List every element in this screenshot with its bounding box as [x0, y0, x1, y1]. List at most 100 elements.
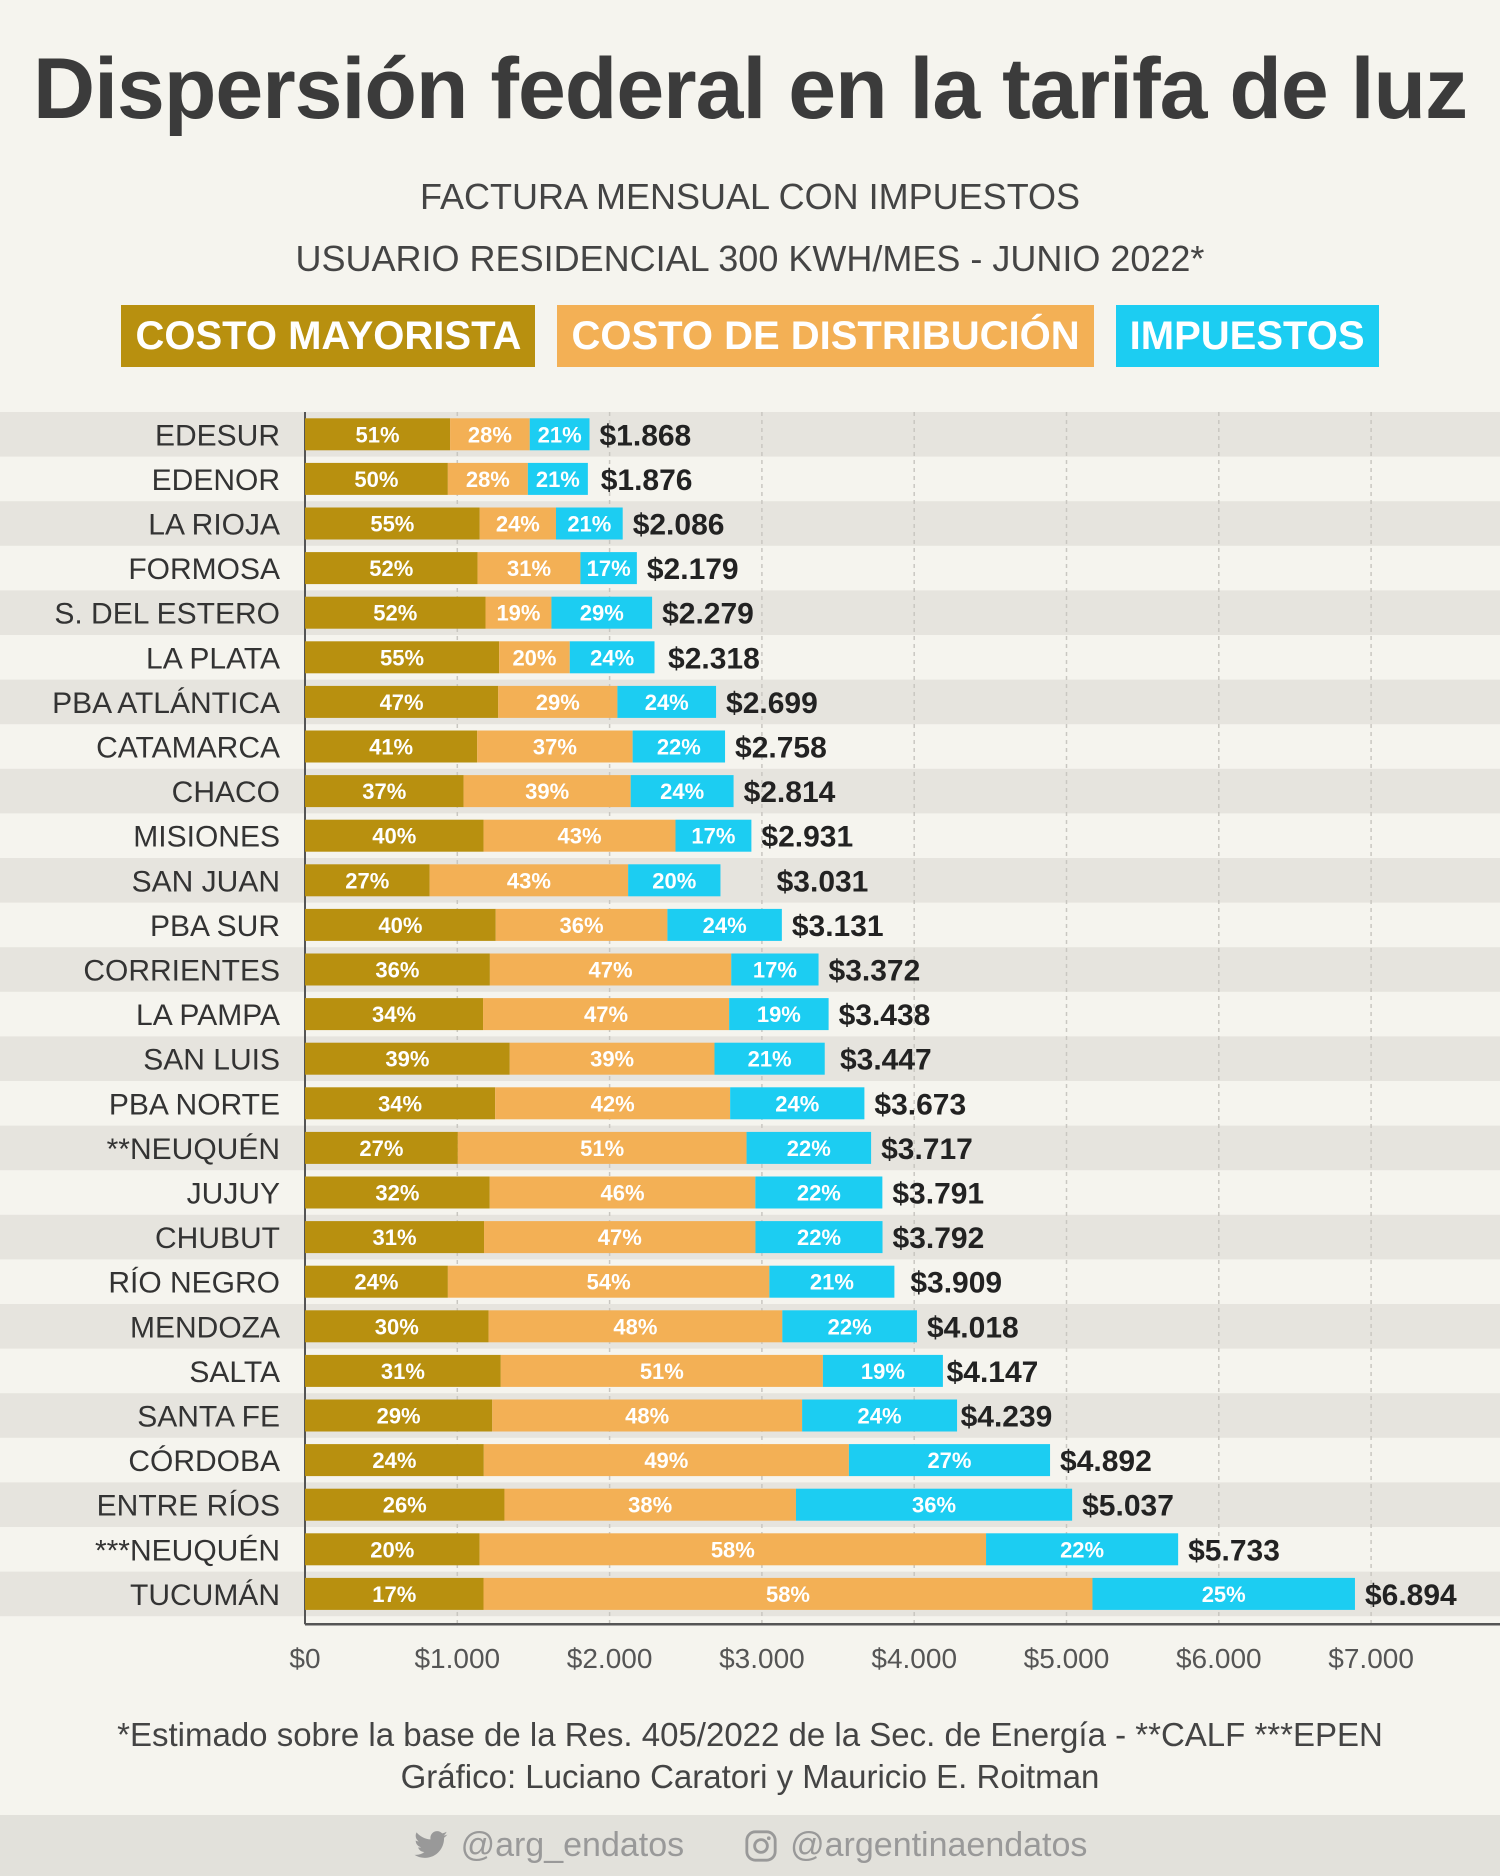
bar-segment — [450, 418, 530, 451]
segment-pct-label: 46% — [601, 1181, 645, 1206]
segment-pct-label: 24% — [590, 645, 634, 670]
segment-pct-label: 50% — [354, 467, 398, 492]
bar-segment — [447, 462, 528, 495]
segment-pct-label: 22% — [1060, 1537, 1104, 1562]
bar-segment — [617, 685, 717, 718]
segment-pct-label: 27% — [359, 1136, 403, 1161]
segment-pct-label: 24% — [775, 1091, 819, 1116]
bar-segment — [305, 953, 490, 986]
segment-pct-label: 19% — [861, 1359, 905, 1384]
total-label: $2.318 — [668, 642, 760, 675]
total-label: $1.876 — [601, 464, 693, 497]
category-label: JUJUY — [187, 1178, 280, 1211]
segment-pct-label: 25% — [1202, 1582, 1246, 1607]
bar-segment — [730, 1087, 865, 1120]
total-label: $4.147 — [947, 1356, 1039, 1389]
total-label: $4.239 — [961, 1401, 1053, 1434]
bar-segment — [729, 998, 829, 1031]
segment-pct-label: 31% — [381, 1359, 425, 1384]
bar-segment — [305, 775, 464, 808]
bar-segment — [795, 1488, 1073, 1521]
bar-segment — [479, 507, 556, 540]
segment-pct-label: 24% — [703, 913, 747, 938]
bar-segment — [305, 998, 484, 1031]
bar-segment — [632, 730, 726, 763]
bar-segment — [529, 418, 590, 451]
total-label: $3.717 — [881, 1133, 973, 1166]
total-label: $5.037 — [1082, 1490, 1174, 1523]
legend-item-impuestos: IMPUESTOS — [1115, 305, 1379, 367]
category-label: MISIONES — [133, 821, 280, 854]
x-tick-label: $3.000 — [719, 1643, 805, 1674]
segment-pct-label: 34% — [378, 1091, 422, 1116]
segment-pct-label: 22% — [797, 1225, 841, 1250]
total-label: $3.031 — [777, 865, 869, 898]
segment-pct-label: 24% — [858, 1404, 902, 1429]
total-label: $2.758 — [735, 732, 827, 765]
total-label: $2.179 — [647, 553, 739, 586]
segment-pct-label: 36% — [375, 958, 419, 983]
category-label: LA PAMPA — [136, 999, 280, 1032]
bar-segment — [848, 1444, 1051, 1477]
bar-segment — [305, 1354, 501, 1387]
bar-segment — [457, 1131, 747, 1164]
x-tick-label: $5.000 — [1024, 1643, 1110, 1674]
bar-segment — [477, 552, 581, 585]
segment-pct-label: 39% — [590, 1047, 634, 1072]
segment-pct-label: 51% — [356, 422, 400, 447]
bar-segment — [305, 1533, 480, 1566]
category-label: SANTA FE — [137, 1401, 280, 1434]
segment-pct-label: 43% — [507, 868, 551, 893]
bar-segment — [495, 908, 668, 941]
bar-segment — [305, 507, 480, 540]
total-label: $3.673 — [874, 1088, 966, 1121]
bar-segment — [305, 1488, 505, 1521]
segment-pct-label: 40% — [378, 913, 422, 938]
segment-pct-label: 22% — [828, 1314, 872, 1339]
instagram-handle[interactable]: @argentinaendatos — [744, 1826, 1087, 1865]
segment-pct-label: 19% — [757, 1002, 801, 1027]
x-tick-label: $6.000 — [1176, 1643, 1262, 1674]
row-stripe — [0, 768, 1500, 814]
bar-segment — [305, 1176, 490, 1209]
segment-pct-label: 21% — [810, 1270, 854, 1295]
x-tick-label: $7.000 — [1328, 1643, 1414, 1674]
segment-pct-label: 27% — [927, 1448, 971, 1473]
total-label: $1.868 — [599, 419, 691, 452]
row-stripe — [0, 858, 1500, 903]
bar-segment — [305, 596, 486, 629]
segment-pct-label: 20% — [652, 868, 696, 893]
total-label: $5.733 — [1188, 1534, 1280, 1567]
segment-pct-label: 58% — [711, 1537, 755, 1562]
segment-pct-label: 22% — [787, 1136, 831, 1161]
bar-segment — [305, 462, 448, 495]
segment-pct-label: 29% — [536, 690, 580, 715]
segment-pct-label: 36% — [912, 1493, 956, 1518]
bar-segment — [675, 819, 752, 852]
bar-segment — [714, 1042, 825, 1075]
bar-segment — [489, 953, 732, 986]
bar-segment — [500, 1354, 823, 1387]
bar-segment — [667, 908, 782, 941]
bar-segment — [463, 775, 631, 808]
bar-segment — [746, 1131, 872, 1164]
stacked-bar-chart: $0 $1.000 $2.000 $3.000 $4.000 $5.000 $6.000 $7… — [0, 412, 1500, 1674]
total-label: $3.791 — [892, 1178, 984, 1211]
category-label: FORMOSA — [128, 553, 280, 586]
category-label: PBA NORTE — [109, 1088, 280, 1121]
bar-segment — [802, 1399, 958, 1432]
segment-pct-label: 54% — [587, 1270, 631, 1295]
total-label: $4.892 — [1060, 1445, 1152, 1478]
twitter-handle[interactable]: @arg_endatos — [413, 1826, 684, 1865]
bar-segment — [305, 864, 430, 897]
segment-pct-label: 21% — [536, 467, 580, 492]
category-label: SALTA — [189, 1356, 280, 1389]
category-label: LA RIOJA — [148, 509, 280, 542]
total-label: $3.438 — [839, 999, 931, 1032]
segment-pct-label: 48% — [625, 1404, 669, 1429]
bar-segment — [305, 1399, 493, 1432]
segment-pct-label: 27% — [345, 868, 389, 893]
segment-pct-label: 24% — [372, 1448, 416, 1473]
category-label: SAN JUAN — [132, 865, 280, 898]
bar-segment — [1092, 1577, 1355, 1610]
